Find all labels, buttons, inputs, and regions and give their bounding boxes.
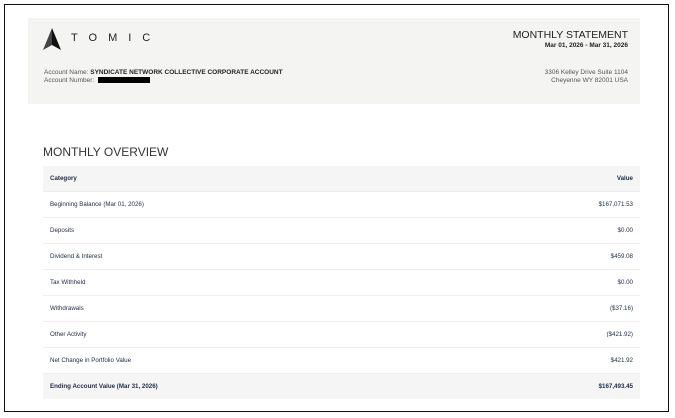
- category-cell: Deposits: [43, 217, 471, 244]
- account-number-label: Account Number:: [44, 77, 95, 84]
- statement-header: TOMIC Account Name: SYNDICATE NETWORK CO…: [28, 18, 640, 104]
- account-info: Account Name: SYNDICATE NETWORK COLLECTI…: [44, 69, 283, 85]
- overview-table: Category Value Beginning Balance (Mar 01…: [43, 166, 640, 399]
- address-line1: 3306 Kelley Drive Suite 1104: [544, 69, 628, 76]
- category-cell: Net Change in Portfolio Value: [43, 347, 471, 374]
- value-cell: $459.08: [470, 243, 640, 270]
- table-row: Deposits $0.00: [43, 217, 640, 244]
- value-cell: ($37.16): [470, 295, 640, 322]
- value-cell: $421.92: [470, 347, 640, 374]
- address-line2: Cheyenne WY 82001 USA: [551, 77, 628, 84]
- value-cell: $0.00: [470, 269, 640, 296]
- value-cell: $167,071.53: [470, 191, 640, 218]
- column-header-category: Category: [43, 166, 471, 192]
- table-row: Beginning Balance (Mar 01, 2026) $167,071…: [43, 191, 640, 218]
- section-title: MONTHLY OVERVIEW: [43, 145, 169, 159]
- address: 3306 Kelley Drive Suite 1104 Cheyenne WY…: [545, 69, 628, 85]
- category-cell: Withdrawals: [43, 295, 471, 322]
- category-cell: Dividend & Interest: [43, 243, 471, 270]
- brand-name: TOMIC: [71, 32, 162, 44]
- table-row: Net Change in Portfolio Value $421.92: [43, 347, 640, 374]
- category-cell: Other Activity: [43, 321, 471, 348]
- account-name-label: Account Name:: [44, 69, 89, 76]
- table-row: Withdrawals ($37.16): [43, 295, 640, 322]
- table-row: Other Activity ($421.92): [43, 321, 640, 348]
- value-cell: ($421.92): [470, 321, 640, 348]
- statement-title: MONTHLY STATEMENT: [512, 29, 628, 41]
- category-cell: Tax Withheld: [43, 269, 471, 296]
- statement-period: Mar 01, 2026 - Mar 31, 2026: [544, 42, 628, 49]
- category-cell: Ending Account Value (Mar 31, 2026): [43, 373, 471, 399]
- table-row: Ending Account Value (Mar 31, 2026) $167,…: [43, 373, 640, 399]
- statement-info: MONTHLY STATEMENT Mar 01, 2026 - Mar 31,…: [513, 29, 628, 49]
- account-name: SYNDICATE NETWORK COLLECTIVE CORPORATE A…: [90, 69, 283, 76]
- value-cell: $167,493.45: [470, 373, 640, 399]
- table-row: Dividend & Interest $459.08: [43, 243, 640, 270]
- logo-icon: [43, 28, 61, 50]
- table-row: Tax Withheld $0.00: [43, 269, 640, 296]
- value-cell: $0.00: [470, 217, 640, 244]
- category-cell: Beginning Balance (Mar 01, 2026): [43, 191, 471, 218]
- table-header-row: Category Value: [43, 166, 640, 192]
- column-header-value: Value: [470, 166, 640, 192]
- account-number-redacted: [98, 77, 151, 84]
- page-frame: [4, 4, 669, 412]
